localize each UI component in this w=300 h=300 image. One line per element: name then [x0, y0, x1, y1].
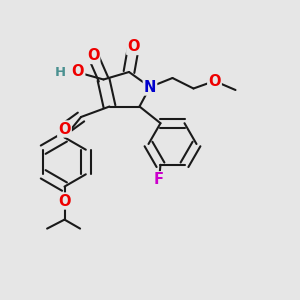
- Text: O: O: [127, 39, 140, 54]
- Text: O: O: [87, 48, 99, 63]
- Text: F: F: [154, 172, 164, 187]
- Text: O: O: [58, 122, 71, 136]
- Text: H: H: [54, 65, 66, 79]
- Text: N: N: [144, 80, 156, 94]
- Text: O: O: [208, 74, 221, 88]
- Text: O: O: [72, 64, 84, 80]
- Text: O: O: [58, 194, 71, 208]
